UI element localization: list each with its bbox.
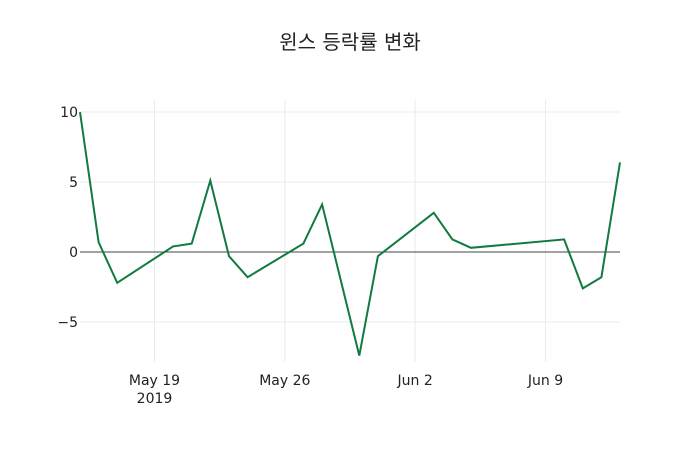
series-line [79, 111, 621, 356]
x-tick-label: Jun 9 [527, 373, 563, 389]
chart-title: 윈스 등락률 변화 [279, 30, 421, 54]
gridlines [80, 100, 620, 362]
y-tick-label: 5 [69, 175, 78, 191]
y-tick-label: 0 [69, 245, 78, 261]
x-tick-label: May 26 [259, 373, 310, 389]
y-axis: 10 5 0 −5 [57, 105, 78, 331]
x-axis: May 19 2019 May 26 Jun 2 Jun 9 [129, 373, 563, 407]
data-series [79, 111, 621, 356]
x-tick-label: May 19 [129, 373, 180, 389]
y-tick-label: 10 [60, 105, 78, 121]
y-tick-label: −5 [57, 315, 78, 331]
x-tick-label: Jun 2 [397, 373, 433, 389]
x-tick-year-label: 2019 [137, 391, 173, 407]
